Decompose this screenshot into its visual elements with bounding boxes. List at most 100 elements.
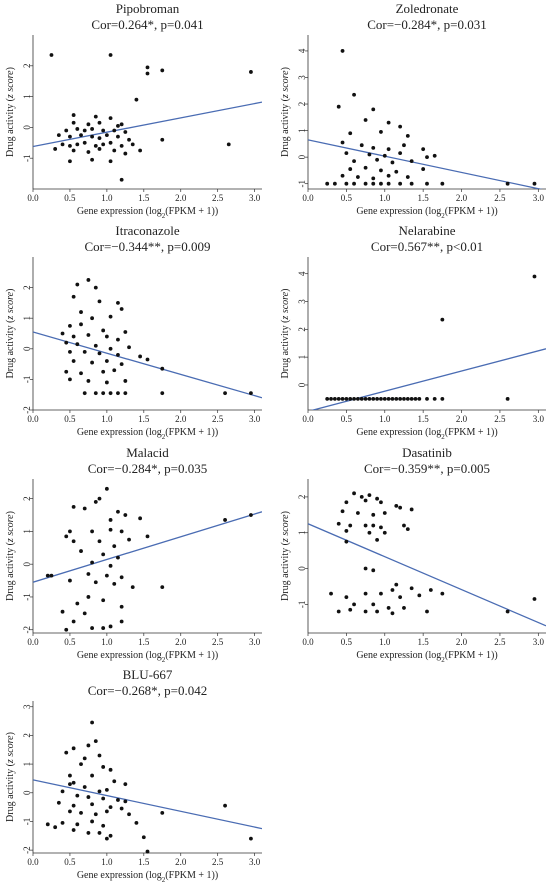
data-point (90, 529, 94, 534)
data-point (104, 359, 109, 363)
x-tick-label: 3.0 (249, 637, 261, 647)
x-tick-label: 2.5 (494, 414, 506, 424)
panel-title: Dasatinib (402, 445, 452, 460)
data-point (119, 529, 124, 534)
data-point (371, 602, 376, 607)
data-point (116, 123, 120, 128)
y-axis-label-b: z score (5, 291, 16, 320)
data-point (101, 128, 106, 133)
data-point (402, 143, 406, 148)
x-axis-label: Gene expression (log2(FPKM + 1)) (77, 427, 218, 441)
data-point (104, 573, 109, 578)
y-axis-label-b: z score (5, 514, 16, 543)
data-point (348, 607, 353, 612)
data-point (379, 396, 383, 401)
data-point (97, 136, 102, 141)
data-point (108, 391, 113, 396)
data-point (119, 143, 124, 148)
data-point (356, 175, 360, 179)
x-tick-label: 3.0 (249, 414, 261, 424)
data-point (398, 124, 403, 129)
data-point (344, 396, 349, 401)
x-tick-label: 1.5 (418, 193, 430, 203)
data-point (116, 391, 120, 396)
x-axis-label-tail: (FPKM + 1)) (445, 650, 498, 661)
y-tick-label: 0 (297, 154, 307, 159)
y-axis-label-a: Drug activity ( (280, 541, 291, 601)
x-tick-label: 0.5 (64, 414, 76, 424)
y-tick-label: 0 (297, 382, 307, 387)
data-point (108, 346, 113, 351)
data-point (104, 788, 109, 792)
x-tick-label: 2.0 (175, 414, 187, 424)
data-point (93, 391, 98, 396)
data-point (119, 307, 124, 311)
data-point (82, 140, 87, 145)
x-tick-label: 2.5 (494, 637, 506, 647)
data-point (82, 349, 87, 354)
data-point (160, 585, 165, 590)
y-tick-label: 1 (297, 128, 307, 133)
x-tick-label: 1.5 (418, 637, 430, 647)
regression-line (33, 511, 262, 583)
data-point (108, 53, 113, 57)
y-axis-label: Drug activity (z score) (280, 67, 291, 157)
data-point (532, 181, 537, 186)
data-point (329, 396, 333, 401)
x-tick-label: 2.5 (494, 193, 506, 203)
data-point (359, 495, 364, 499)
data-point (75, 282, 80, 287)
data-point (127, 345, 131, 350)
data-point (86, 333, 91, 337)
data-point (138, 148, 143, 153)
y-tick-label: -2 (22, 846, 32, 854)
x-axis-label-main: Gene expression (log (356, 650, 441, 661)
data-point (116, 353, 120, 357)
y-tick-label: 4 (297, 271, 307, 276)
x-tick-label: 1.0 (101, 414, 113, 424)
data-point (379, 130, 383, 134)
data-point (64, 750, 69, 755)
data-point (86, 572, 91, 576)
data-point (119, 122, 124, 127)
data-point (71, 828, 76, 832)
data-point (413, 396, 418, 401)
data-point (108, 805, 113, 810)
y-axis-label-c: ) (280, 67, 291, 70)
data-point (49, 573, 54, 578)
data-point (394, 396, 399, 401)
data-point (375, 157, 379, 162)
data-point (367, 530, 372, 535)
data-point (90, 819, 94, 824)
data-point (367, 152, 372, 157)
data-point (64, 369, 69, 374)
data-point (71, 803, 76, 808)
data-point (352, 181, 356, 186)
data-point (116, 509, 120, 514)
data-point (119, 575, 124, 580)
x-tick-label: 1.0 (101, 193, 113, 203)
data-point (417, 593, 422, 598)
x-tick-label: 1.5 (138, 637, 150, 647)
data-point (440, 591, 445, 596)
data-point (101, 328, 106, 333)
data-point (249, 70, 253, 74)
x-axis-label-tail: (FPKM + 1)) (165, 650, 218, 661)
x-axis-label-tail: (FPKM + 1)) (165, 427, 218, 438)
data-point (160, 366, 165, 371)
y-tick-label: 2 (22, 285, 32, 290)
x-axis-label: Gene expression (log2(FPKM + 1)) (77, 870, 218, 882)
data-point (68, 323, 72, 328)
data-point (145, 357, 150, 362)
data-point (108, 527, 113, 532)
data-point (104, 486, 109, 491)
data-point (505, 609, 510, 614)
x-tick-label: 0.5 (64, 193, 76, 203)
data-point (112, 581, 117, 586)
data-point (249, 391, 253, 396)
data-point (86, 278, 91, 282)
y-axis-label: Drug activity (z score) (5, 67, 16, 157)
data-point (505, 181, 510, 186)
data-point (108, 314, 113, 319)
